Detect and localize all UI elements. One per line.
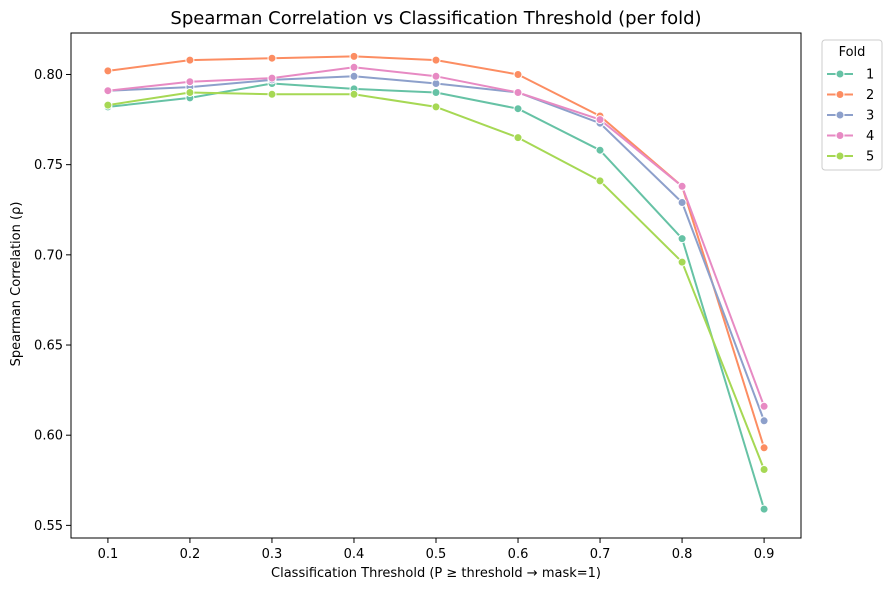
data-point-fold-4 (759, 401, 769, 411)
data-point-fold-2 (431, 55, 441, 65)
x-tick-label: 0.9 (754, 547, 775, 562)
y-tick-label: 0.60 (34, 429, 63, 444)
y-axis-label: Spearman Correlation (ρ) (9, 202, 24, 367)
data-point-fold-4 (103, 86, 113, 96)
data-point-fold-4 (677, 181, 687, 191)
legend-marker-fold-5 (835, 151, 845, 161)
y-tick-label: 0.65 (34, 339, 63, 354)
y-tick-label: 0.55 (34, 519, 63, 534)
legend-label-fold-2: 2 (866, 88, 874, 103)
data-point-fold-1 (759, 504, 769, 514)
series-line-fold-4 (107, 66, 766, 407)
data-point-fold-4 (431, 71, 441, 81)
legend-marker-fold-3 (835, 110, 845, 120)
data-point-fold-4 (513, 88, 523, 97)
series-line-fold-5 (107, 91, 766, 470)
data-point-fold-1 (595, 145, 605, 155)
legend-label-fold-5: 5 (866, 150, 874, 165)
legend-label-fold-4: 4 (866, 129, 874, 144)
legend-title: Fold (839, 45, 866, 60)
data-point-fold-4 (185, 77, 195, 87)
x-tick-label: 0.5 (426, 547, 447, 562)
data-point-fold-5 (513, 133, 523, 143)
data-point-fold-2 (513, 70, 523, 79)
data-point-fold-2 (103, 66, 113, 76)
data-point-fold-5 (677, 257, 687, 267)
data-point-fold-5 (349, 89, 359, 99)
x-axis-label: Classification Threshold (P ≥ threshold … (271, 566, 601, 581)
data-point-fold-5 (759, 465, 769, 474)
data-point-fold-2 (349, 51, 359, 61)
x-axis: 0.1 0.2 0.3 0.4 0.5 0.6 0.7 0.8 0.9 (98, 538, 775, 562)
data-point-fold-1 (677, 234, 687, 244)
y-axis: 0.55 0.60 0.65 0.70 0.75 0.80 (34, 68, 71, 534)
x-tick-label: 0.4 (344, 547, 365, 562)
x-tick-label: 0.6 (508, 547, 529, 562)
data-point-fold-5 (267, 89, 277, 99)
data-point-fold-3 (677, 198, 687, 207)
legend-marker-fold-2 (835, 90, 845, 99)
legend-marker-fold-1 (835, 69, 845, 79)
y-tick-label: 0.70 (34, 248, 63, 263)
data-point-fold-5 (103, 100, 113, 110)
plot-area (70, 32, 802, 539)
x-tick-label: 0.2 (180, 547, 201, 562)
series-line-fold-1 (107, 82, 766, 510)
legend-label-fold-3: 3 (866, 109, 874, 124)
data-point-fold-1 (431, 88, 441, 97)
data-point-fold-5 (595, 176, 605, 186)
chart-title: Spearman Correlation vs Classification T… (170, 8, 701, 29)
data-point-fold-4 (595, 115, 605, 125)
data-point-fold-2 (185, 55, 195, 65)
x-tick-label: 0.3 (262, 547, 283, 562)
data-point-fold-1 (513, 104, 523, 114)
data-point-fold-5 (431, 102, 441, 112)
legend-label-fold-1: 1 (866, 68, 874, 83)
y-tick-label: 0.75 (34, 158, 63, 173)
data-point-fold-4 (349, 62, 359, 72)
x-tick-label: 0.7 (590, 547, 611, 562)
legend-marker-fold-4 (835, 131, 845, 140)
series-line-fold-3 (107, 75, 766, 422)
data-point-fold-2 (759, 443, 769, 453)
y-tick-label: 0.80 (34, 68, 63, 83)
x-tick-label: 0.1 (98, 547, 119, 562)
data-point-fold-3 (759, 416, 769, 426)
data-point-fold-2 (267, 53, 277, 63)
data-point-fold-4 (267, 73, 277, 83)
series-line-fold-2 (107, 55, 766, 449)
data-point-fold-3 (349, 71, 359, 81)
data-point-fold-5 (185, 88, 195, 97)
x-tick-label: 0.8 (672, 547, 693, 562)
